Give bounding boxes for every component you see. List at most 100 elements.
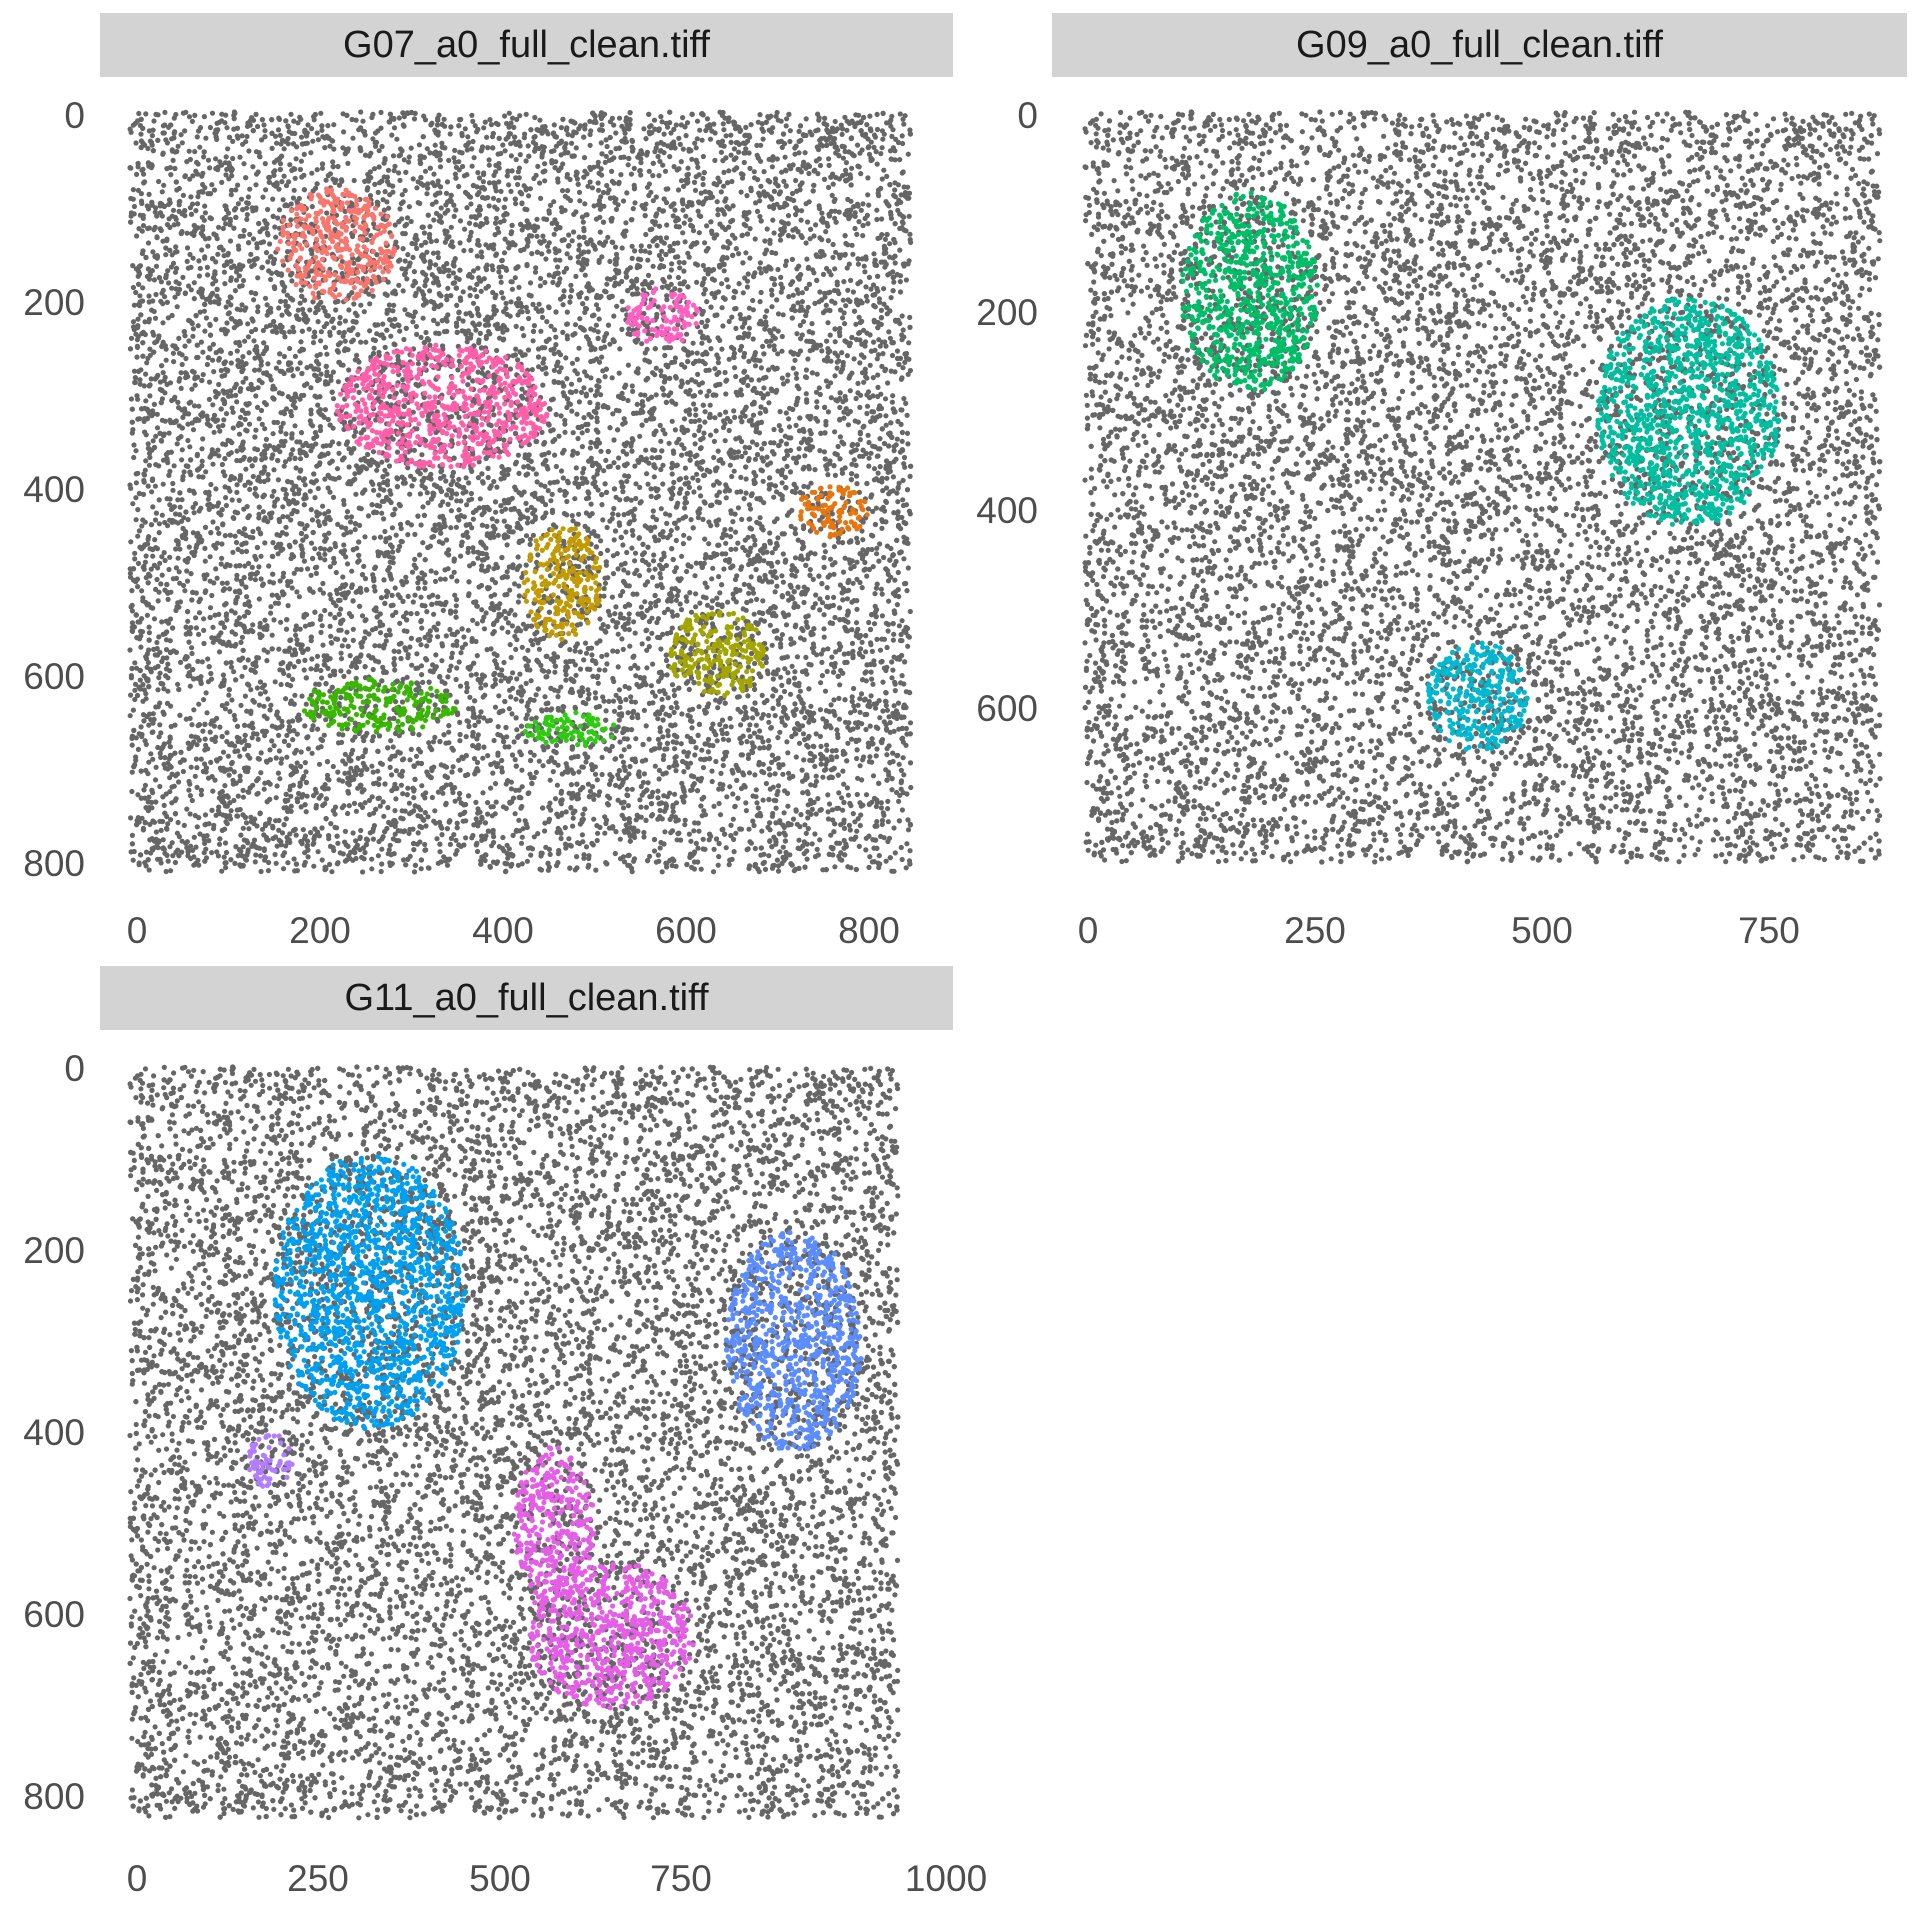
cell-point	[448, 508, 454, 514]
cell-point	[465, 382, 471, 388]
cell-point	[323, 177, 329, 183]
cell-point	[887, 489, 894, 495]
cell-point	[370, 449, 377, 455]
cell-point	[903, 400, 909, 406]
cell-point	[627, 763, 633, 770]
cell-point	[754, 800, 760, 806]
cell-point	[463, 734, 469, 740]
cell-point	[862, 670, 868, 676]
cell-point	[757, 112, 763, 118]
cell-point	[298, 763, 304, 770]
cell-point	[647, 250, 653, 256]
cell-point	[639, 341, 645, 347]
cell-point	[222, 564, 228, 570]
cell-point	[210, 788, 216, 794]
cell-point	[296, 475, 302, 481]
cell-point	[617, 836, 623, 842]
cell-point	[473, 671, 479, 677]
cell-point	[759, 828, 765, 834]
cell-point	[771, 494, 777, 500]
cell-point	[576, 234, 582, 240]
cell-point	[235, 201, 241, 207]
cell-point	[776, 443, 782, 449]
cell-point	[272, 133, 279, 139]
cell-point	[180, 192, 186, 198]
cell-point	[476, 719, 482, 725]
cell-point	[346, 803, 352, 809]
cell-point	[175, 681, 181, 687]
cell-point	[825, 646, 831, 652]
cell-point	[220, 225, 226, 232]
cell-point	[138, 644, 144, 650]
cell-point	[820, 647, 827, 653]
cell-point	[380, 799, 386, 805]
cell-point	[746, 502, 753, 508]
cell-point	[206, 379, 213, 385]
cell-point	[685, 165, 691, 171]
cell-point	[453, 837, 459, 843]
cell-point	[623, 529, 629, 535]
cell-point	[551, 748, 557, 754]
cell-point	[870, 508, 876, 514]
cell-point	[713, 428, 719, 434]
cell-point	[766, 343, 773, 349]
cell-point	[389, 525, 395, 531]
cell-point	[899, 618, 905, 624]
cell-point	[821, 612, 827, 618]
cell-point	[143, 553, 149, 559]
cell-point	[745, 382, 751, 389]
cell-point	[503, 300, 509, 306]
cell-point	[500, 834, 506, 841]
cell-point	[534, 233, 540, 239]
cell-point	[851, 356, 857, 362]
cell-point	[369, 763, 375, 769]
cell-point	[252, 859, 258, 865]
cell-point	[396, 115, 402, 121]
cell-point	[533, 438, 539, 445]
cell-point	[485, 145, 491, 151]
cell-point	[671, 709, 677, 716]
cell-point	[228, 664, 235, 670]
cell-point	[864, 403, 871, 409]
cell-point	[400, 288, 406, 294]
cell-point	[696, 427, 702, 434]
cell-point	[189, 797, 195, 804]
cell-point	[668, 267, 675, 273]
cell-point	[824, 668, 830, 675]
cell-point	[825, 409, 832, 415]
cell-point	[238, 196, 245, 202]
cell-point	[279, 312, 285, 318]
cell-point	[492, 677, 498, 683]
cell-point	[568, 782, 574, 788]
cell-point	[190, 326, 196, 332]
cell-point	[353, 675, 359, 682]
cell-point	[752, 845, 758, 852]
cell-point	[274, 783, 280, 789]
cell-point	[471, 155, 477, 161]
cell-point	[796, 837, 802, 843]
cell-point	[338, 656, 345, 662]
cell-point	[850, 441, 856, 447]
cell-point	[331, 146, 337, 152]
cell-point	[545, 488, 551, 494]
cell-point	[786, 416, 792, 422]
cell-point	[900, 755, 906, 761]
cell-point	[153, 510, 159, 516]
cell-point	[907, 463, 914, 469]
cell-point	[141, 479, 147, 485]
cell-point	[716, 457, 722, 464]
cell-point	[397, 620, 403, 626]
cell-point	[243, 540, 249, 546]
cell-point	[234, 807, 240, 813]
cell-point	[720, 121, 726, 127]
cell-point	[854, 755, 860, 762]
cell-point	[384, 199, 390, 205]
cell-point	[803, 201, 809, 207]
cell-point	[158, 298, 164, 304]
cell-point	[387, 764, 393, 771]
cell-point	[257, 691, 264, 697]
cell-point	[485, 811, 491, 817]
cell-point	[772, 713, 778, 719]
cell-point	[139, 200, 145, 207]
scatter-plot-g07	[127, 109, 914, 875]
